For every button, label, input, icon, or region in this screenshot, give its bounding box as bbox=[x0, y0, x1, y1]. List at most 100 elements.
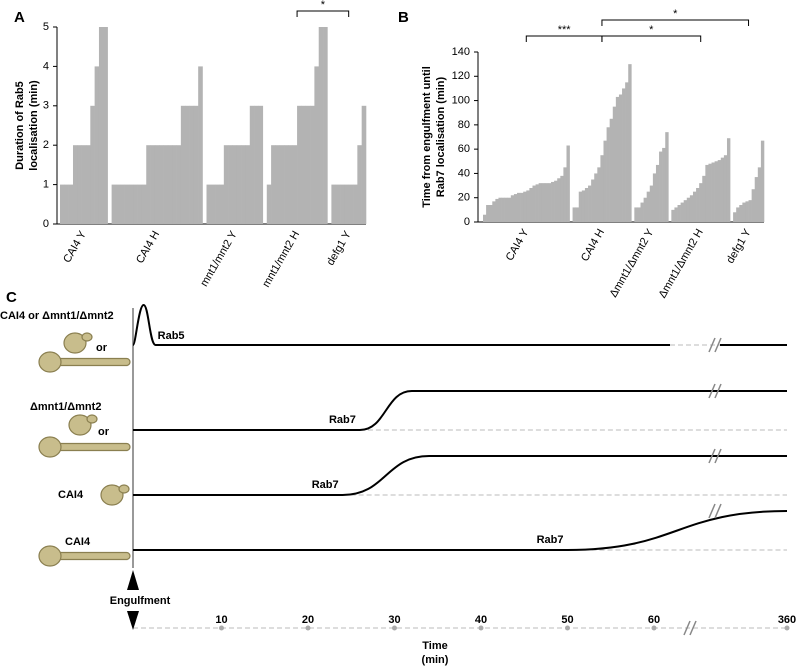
y-tick-label: 120 bbox=[452, 70, 470, 82]
bar bbox=[297, 105, 302, 224]
yeast-bud bbox=[81, 332, 93, 342]
y-tick-label: 60 bbox=[458, 143, 470, 155]
bar bbox=[258, 105, 264, 224]
bar bbox=[551, 181, 555, 222]
bar bbox=[532, 185, 536, 222]
origin-label: Engulfment bbox=[110, 595, 171, 607]
yeast-bud bbox=[86, 414, 98, 424]
bar bbox=[739, 205, 743, 222]
bar bbox=[686, 197, 691, 222]
yeast-cell bbox=[38, 545, 62, 567]
bar bbox=[634, 207, 638, 222]
bar bbox=[344, 184, 349, 224]
bar bbox=[591, 179, 595, 222]
y-axis-title: Time from engulfment until bbox=[421, 66, 433, 208]
axis-break bbox=[714, 503, 722, 519]
bar bbox=[717, 160, 722, 222]
bar bbox=[609, 118, 614, 222]
x-tick-label: 20 bbox=[302, 614, 314, 626]
bar bbox=[659, 151, 663, 222]
bar bbox=[733, 212, 737, 222]
axis-break bbox=[708, 337, 716, 353]
bar bbox=[72, 145, 78, 224]
bar bbox=[702, 175, 706, 222]
yeast-cell bbox=[38, 351, 62, 373]
bar bbox=[288, 145, 294, 224]
y-axis-title: localisation (min) bbox=[28, 80, 40, 171]
axis-break bbox=[708, 448, 716, 464]
x-tick-label: 10 bbox=[215, 614, 227, 626]
bar bbox=[736, 207, 740, 222]
bar bbox=[563, 167, 567, 222]
bar bbox=[348, 184, 354, 224]
panel-letter: A bbox=[14, 9, 25, 26]
bar bbox=[331, 184, 337, 224]
bar bbox=[726, 138, 731, 222]
bar bbox=[215, 184, 220, 224]
bar bbox=[547, 183, 552, 222]
marker-label: Rab7 bbox=[537, 534, 564, 546]
bar bbox=[674, 207, 678, 222]
significance-bracket bbox=[525, 35, 603, 42]
x-tick bbox=[219, 625, 224, 631]
bar bbox=[314, 66, 320, 225]
bar bbox=[495, 198, 499, 222]
bar bbox=[751, 189, 756, 222]
x-tick-label: 30 bbox=[388, 614, 400, 626]
bar bbox=[77, 145, 82, 224]
bar bbox=[81, 145, 87, 224]
y-tick-label: 2 bbox=[43, 139, 49, 151]
bar bbox=[748, 200, 752, 222]
bar bbox=[572, 207, 576, 222]
bar bbox=[649, 185, 654, 222]
axis-break bbox=[714, 383, 722, 399]
marker-label: Rab5 bbox=[158, 330, 185, 342]
y-tick-label: 5 bbox=[43, 21, 49, 33]
x-axis-title: Time bbox=[422, 640, 447, 652]
axis-break bbox=[714, 448, 722, 464]
bar bbox=[628, 64, 632, 223]
x-tick-label: 360 bbox=[778, 614, 796, 626]
x-axis-title: (min) bbox=[422, 654, 449, 666]
x-tick-label: defg1 Y bbox=[724, 226, 754, 265]
x-tick bbox=[651, 625, 657, 631]
bar bbox=[60, 184, 65, 224]
bar bbox=[489, 205, 493, 222]
bar bbox=[711, 162, 715, 222]
bar bbox=[594, 173, 598, 222]
arrow-up bbox=[127, 570, 139, 590]
yeast-cell bbox=[63, 332, 87, 354]
bar bbox=[566, 145, 570, 222]
bar bbox=[714, 161, 719, 222]
bar bbox=[507, 197, 512, 222]
bar bbox=[588, 185, 592, 222]
strain-label: Δmnt1/Δmnt2 bbox=[30, 401, 101, 413]
bar bbox=[510, 195, 515, 222]
bar bbox=[85, 145, 91, 224]
x-tick-label: defg1 Y bbox=[325, 228, 355, 267]
bar bbox=[557, 178, 561, 222]
bar bbox=[612, 106, 617, 222]
x-tick-label: Δmnt1/Δmnt2 Y bbox=[608, 226, 657, 299]
bar bbox=[625, 82, 629, 222]
bar bbox=[94, 66, 100, 225]
y-tick-label: 20 bbox=[458, 192, 470, 204]
bar bbox=[603, 140, 607, 222]
x-tick bbox=[565, 625, 570, 631]
bar bbox=[535, 184, 539, 222]
bar bbox=[172, 145, 177, 224]
bar bbox=[361, 105, 367, 224]
bar bbox=[699, 183, 703, 222]
y-tick-label: 0 bbox=[464, 216, 470, 228]
y-tick-label: 80 bbox=[458, 119, 470, 131]
bar bbox=[150, 145, 156, 224]
bar bbox=[581, 190, 586, 222]
bar bbox=[340, 184, 345, 224]
bar bbox=[68, 184, 74, 224]
bar bbox=[245, 145, 251, 224]
bar bbox=[64, 184, 69, 224]
bar bbox=[146, 145, 151, 224]
bar bbox=[98, 27, 104, 224]
bar bbox=[742, 202, 746, 222]
bar bbox=[615, 96, 620, 222]
